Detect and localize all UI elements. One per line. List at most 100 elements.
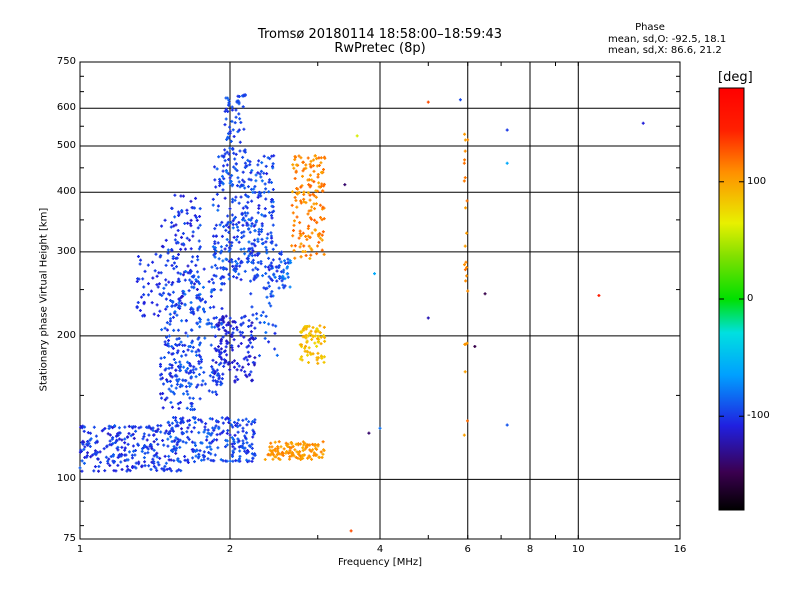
data-point — [225, 323, 229, 327]
data-point — [298, 457, 302, 461]
data-point — [241, 178, 245, 182]
data-point — [311, 448, 315, 452]
data-point — [173, 193, 177, 197]
data-point — [289, 441, 293, 445]
data-point — [283, 261, 287, 265]
data-point — [256, 211, 260, 215]
data-point — [349, 529, 353, 533]
data-point — [191, 345, 195, 349]
data-point — [315, 327, 319, 331]
data-point — [179, 469, 183, 473]
data-point — [219, 245, 223, 249]
data-point — [234, 264, 238, 268]
data-point — [303, 349, 307, 353]
data-point — [180, 427, 184, 431]
data-point — [220, 174, 224, 178]
data-point — [221, 188, 225, 192]
data-point — [166, 342, 170, 346]
data-point — [212, 305, 216, 309]
data-point — [175, 256, 179, 260]
data-point — [223, 328, 227, 332]
data-point — [233, 198, 237, 202]
data-point — [217, 427, 221, 431]
data-point — [306, 456, 310, 460]
data-point — [157, 282, 161, 286]
data-point — [174, 436, 178, 440]
data-point — [141, 314, 145, 318]
data-point — [299, 242, 303, 246]
data-point — [241, 418, 245, 422]
data-point — [186, 221, 190, 225]
data-point — [245, 194, 249, 198]
data-point — [199, 355, 203, 359]
data-point — [317, 240, 321, 244]
data-point — [236, 377, 240, 381]
data-point — [241, 365, 245, 369]
data-point — [317, 156, 321, 160]
data-point — [292, 166, 296, 170]
data-point — [250, 345, 254, 349]
data-point — [175, 240, 179, 244]
data-point — [252, 363, 256, 367]
data-point — [208, 445, 212, 449]
data-point — [170, 421, 174, 425]
data-point — [312, 451, 316, 455]
data-point — [145, 445, 149, 449]
data-point — [221, 169, 225, 173]
data-point — [226, 321, 230, 325]
data-point — [238, 140, 242, 144]
data-point — [171, 450, 175, 454]
data-point — [260, 228, 264, 232]
data-point — [306, 234, 310, 238]
data-point — [322, 168, 326, 172]
data-point — [276, 447, 280, 451]
data-point — [200, 383, 204, 387]
data-point — [319, 335, 323, 339]
data-point — [309, 329, 313, 333]
data-point — [170, 352, 174, 356]
data-point — [303, 250, 307, 254]
data-point — [162, 382, 166, 386]
data-point — [227, 230, 231, 234]
data-point — [165, 396, 169, 400]
data-point — [107, 457, 111, 461]
data-point — [164, 238, 168, 242]
data-point — [244, 214, 248, 218]
data-point — [177, 406, 181, 410]
data-point — [264, 271, 268, 275]
data-point — [125, 469, 129, 473]
data-point — [215, 368, 219, 372]
data-point — [223, 148, 227, 152]
data-point — [272, 272, 276, 276]
data-point — [266, 281, 270, 285]
phase-info-x: mean, sd,X: 86.6, 21.2 — [608, 45, 722, 56]
data-point — [190, 341, 194, 345]
data-point — [92, 469, 96, 473]
data-point — [162, 286, 166, 290]
data-point — [246, 185, 250, 189]
data-point — [225, 353, 229, 357]
data-point — [318, 324, 322, 328]
data-point — [306, 178, 310, 182]
data-point — [321, 440, 325, 444]
data-point — [170, 206, 174, 210]
data-point — [164, 297, 168, 301]
data-point — [201, 297, 205, 301]
data-point — [212, 459, 216, 463]
colorbar-tick-label: 0 — [747, 293, 754, 304]
data-point — [198, 343, 202, 347]
data-point — [250, 251, 254, 255]
data-point — [308, 257, 312, 261]
data-point — [237, 201, 241, 205]
data-point — [188, 396, 192, 400]
data-point — [180, 319, 184, 323]
data-point — [250, 242, 254, 246]
data-point — [203, 382, 207, 386]
data-point — [235, 325, 239, 329]
data-point — [311, 334, 315, 338]
data-point — [220, 357, 224, 361]
data-point — [218, 181, 222, 185]
data-point — [319, 170, 323, 174]
data-point — [171, 255, 175, 259]
data-point — [251, 313, 255, 317]
